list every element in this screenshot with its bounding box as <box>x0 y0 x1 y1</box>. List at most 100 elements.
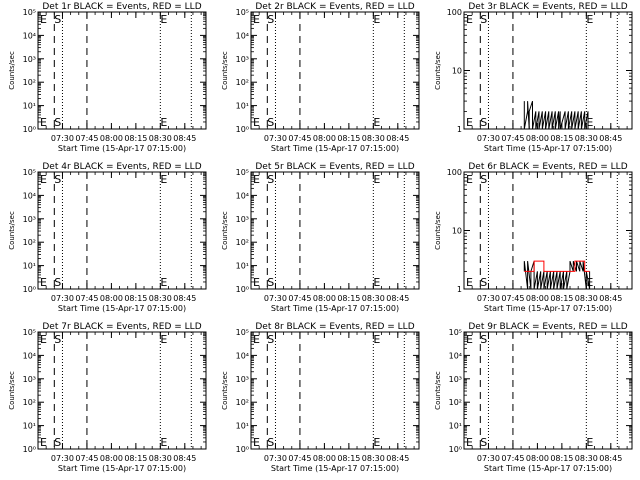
chart-title: Det 2r BLACK = Events, RED = LLD <box>255 2 414 12</box>
y-tick-label: 10² <box>236 238 249 247</box>
y-tick-label: 10⁵ <box>23 8 36 17</box>
y-tick-label: 10¹ <box>236 422 249 431</box>
x-axis-title: Start Time (15-Apr-17 07:15:00) <box>484 144 612 153</box>
y-tick-label: 10² <box>236 398 249 407</box>
x-tick-label: 08:00 <box>100 294 123 303</box>
plot-frame <box>463 11 633 130</box>
y-tick-label: 10⁰ <box>23 125 36 134</box>
x-tick-label: 07:45 <box>75 454 98 463</box>
x-tick-label: 08:30 <box>149 134 172 143</box>
x-tick-label: 07:30 <box>51 294 74 303</box>
y-tick-label: 10⁴ <box>236 31 249 40</box>
x-tick-label: 08:45 <box>386 134 409 143</box>
marker-s: S <box>267 436 274 449</box>
x-tick-label: 07:30 <box>477 454 500 463</box>
x-tick-label: 08:00 <box>313 134 336 143</box>
marker-s: S <box>480 276 487 289</box>
y-tick-label: 10¹ <box>23 422 36 431</box>
marker-e: E <box>40 173 47 186</box>
marker-e: E <box>253 333 260 346</box>
y-tick-label: 10⁰ <box>23 445 36 454</box>
x-tick-label: 07:30 <box>477 134 500 143</box>
marker-e: E <box>160 13 167 26</box>
y-tick-label: 10¹ <box>236 102 249 111</box>
x-tick-label: 07:30 <box>264 134 287 143</box>
x-tick-label: 08:00 <box>313 454 336 463</box>
chart-title: Det 1r BLACK = Events, RED = LLD <box>42 2 201 12</box>
marker-s: S <box>267 13 274 26</box>
x-tick-label: 07:45 <box>288 454 311 463</box>
marker-s: S <box>54 116 61 129</box>
series-trace-1 <box>523 100 589 130</box>
x-tick-label: 08:00 <box>100 134 123 143</box>
marker-e: E <box>466 276 473 289</box>
x-axis-title: Start Time (15-Apr-17 07:15:00) <box>271 304 399 313</box>
chart-title: Det 7r BLACK = Events, RED = LLD <box>42 322 201 332</box>
marker-s: S <box>54 276 61 289</box>
chart-panel-4: Det 4r BLACK = Events, RED = LLD 10⁰ 10¹ 10… <box>8 162 207 313</box>
chart-title: Det 3r BLACK = Events, RED = LLD <box>468 2 627 12</box>
x-tick-label: 07:45 <box>501 294 524 303</box>
y-tick-label: 10¹ <box>449 422 462 431</box>
marker-e: E <box>253 276 260 289</box>
chart-panel-9: Det 9r BLACK = Events, RED = LLD 10⁰ 10¹ 10… <box>434 322 633 473</box>
marker-s: S <box>267 116 274 129</box>
chart-panel-2: Det 2r BLACK = Events, RED = LLD 10⁰ 10¹ 10… <box>221 2 420 153</box>
series-trace-1 <box>523 260 591 290</box>
x-tick-label: 08:15 <box>337 294 360 303</box>
x-tick-label: 08:30 <box>362 454 385 463</box>
marker-e: E <box>466 436 473 449</box>
x-tick-label: 07:30 <box>51 134 74 143</box>
x-tick-label: 08:00 <box>313 294 336 303</box>
x-tick-label: 08:30 <box>575 134 598 143</box>
x-tick-label: 08:30 <box>362 294 385 303</box>
y-tick-label: 10² <box>236 78 249 87</box>
marker-e: E <box>373 333 380 346</box>
y-axis-title: Counts/sec <box>434 211 442 250</box>
marker-e: E <box>160 436 167 449</box>
y-tick-label: 10² <box>449 398 462 407</box>
x-tick-label: 08:45 <box>173 134 196 143</box>
marker-e: E <box>40 13 47 26</box>
y-tick-label: 1 <box>457 125 462 134</box>
marker-e: E <box>160 333 167 346</box>
chart-title: Det 8r BLACK = Events, RED = LLD <box>255 322 414 332</box>
marker-e: E <box>253 173 260 186</box>
x-tick-label: 08:00 <box>526 294 549 303</box>
marker-s: S <box>54 333 61 346</box>
x-tick-label: 08:45 <box>599 134 622 143</box>
y-axis-title: Counts/sec <box>8 371 16 410</box>
y-tick-label: 10⁰ <box>23 285 36 294</box>
x-tick-label: 08:00 <box>526 454 549 463</box>
x-tick-label: 08:30 <box>362 134 385 143</box>
x-tick-label: 08:45 <box>386 294 409 303</box>
marker-s: S <box>480 436 487 449</box>
y-axis-title: Counts/sec <box>221 211 229 250</box>
y-tick-label: 10³ <box>23 215 36 224</box>
chart-panel-7: Det 7r BLACK = Events, RED = LLD 10⁰ 10¹ 10… <box>8 322 207 473</box>
marker-e: E <box>160 116 167 129</box>
y-tick-label: 10² <box>23 238 36 247</box>
y-tick-label: 10⁵ <box>236 328 249 337</box>
y-tick-label: 10² <box>23 78 36 87</box>
y-tick-label: 10³ <box>23 375 36 384</box>
y-axis-title: Counts/sec <box>8 51 16 90</box>
y-tick-label: 10³ <box>236 375 249 384</box>
marker-e: E <box>40 436 47 449</box>
x-tick-label: 08:15 <box>550 134 573 143</box>
x-tick-label: 08:15 <box>124 454 147 463</box>
plot-frame <box>37 171 207 290</box>
y-tick-label: 10³ <box>449 375 462 384</box>
marker-e: E <box>373 276 380 289</box>
chart-panel-6: Det 6r BLACK = Events, RED = LLD 1 10 100 Co… <box>434 162 633 313</box>
chart-title: Det 5r BLACK = Events, RED = LLD <box>255 162 414 172</box>
marker-s: S <box>480 13 487 26</box>
marker-s: S <box>267 333 274 346</box>
marker-e: E <box>40 116 47 129</box>
y-tick-label: 10 <box>452 227 462 236</box>
y-tick-label: 10³ <box>23 55 36 64</box>
marker-s: S <box>54 173 61 186</box>
x-tick-label: 08:00 <box>100 454 123 463</box>
chart-title: Det 6r BLACK = Events, RED = LLD <box>468 162 627 172</box>
